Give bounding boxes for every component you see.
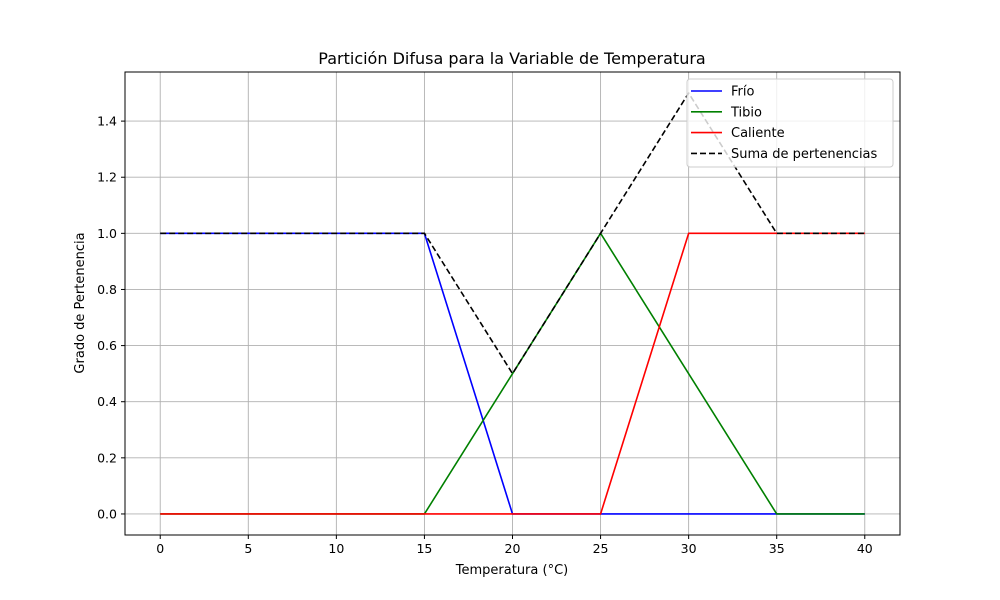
x-tick-label: 40 — [857, 541, 873, 556]
legend-box — [686, 78, 894, 168]
x-tick-label: 35 — [769, 541, 785, 556]
y-axis-label: Grado de Pertenencia — [73, 232, 88, 373]
legend: Frío Tibio Caliente Suma de pertenencias — [686, 78, 894, 168]
y-tick-label: 1.4 — [97, 114, 117, 129]
chart-title: Partición Difusa para la Variable de Tem… — [318, 49, 705, 68]
x-tick-label: 15 — [416, 541, 432, 556]
x-tick-label: 0 — [156, 541, 164, 556]
x-axis-label: Temperatura (°C) — [455, 563, 568, 578]
x-axis-ticks: 0 5 10 15 20 25 30 35 40 — [156, 535, 873, 556]
y-tick-label: 0.6 — [97, 338, 117, 353]
x-tick-label: 25 — [593, 541, 609, 556]
y-tick-label: 0.4 — [97, 394, 117, 409]
y-tick-label: 0.8 — [97, 282, 117, 297]
plot-lines — [160, 92, 865, 515]
x-tick-label: 5 — [244, 541, 252, 556]
y-tick-label: 0.2 — [97, 450, 117, 465]
series-line-caliente — [160, 232, 865, 515]
legend-label: Caliente — [731, 126, 785, 141]
y-tick-label: 1.2 — [97, 170, 117, 185]
legend-label: Tibio — [730, 105, 762, 120]
y-tick-label: 1.0 — [97, 226, 117, 241]
y-tick-label: 0.0 — [97, 506, 117, 521]
grid — [125, 72, 900, 535]
legend-label: Frío — [731, 85, 754, 100]
y-axis-ticks: 0.0 0.2 0.4 0.6 0.8 1.0 1.2 1.4 — [97, 114, 125, 521]
legend-label: Suma de pertenencias — [731, 147, 878, 162]
series-line-suma-de-pertenencias — [160, 92, 865, 375]
x-tick-label: 30 — [681, 541, 697, 556]
x-tick-label: 20 — [505, 541, 521, 556]
x-tick-label: 10 — [328, 541, 344, 556]
